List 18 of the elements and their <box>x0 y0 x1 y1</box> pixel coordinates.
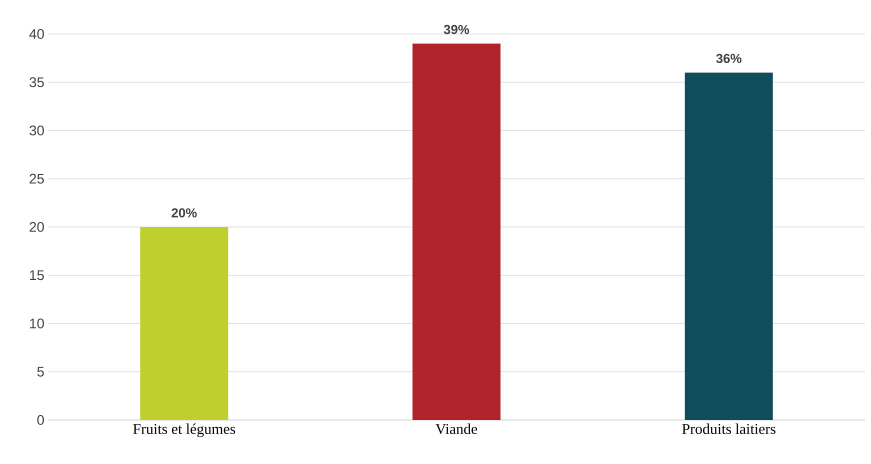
y-tick-label: 0 <box>37 415 44 425</box>
y-tick-label: 40 <box>29 29 44 39</box>
x-tick-label: Fruits et légumes <box>133 424 236 438</box>
data-label: 36% <box>716 54 742 64</box>
x-tick-label: Viande <box>436 424 478 434</box>
x-tick-label: Produits laitiers <box>682 424 776 434</box>
y-tick-label: 10 <box>30 318 44 328</box>
y-tick-label: 35 <box>30 77 44 88</box>
y-tick-label: 25 <box>30 174 44 184</box>
bar <box>684 72 773 420</box>
bar <box>140 226 228 420</box>
y-tick-label: 30 <box>30 126 44 136</box>
data-label: 20% <box>172 208 197 218</box>
y-tick-label: 5 <box>37 366 44 377</box>
y-tick-label: 15 <box>30 270 44 280</box>
data-label: 39% <box>444 24 470 34</box>
y-tick-label: 20 <box>30 222 44 232</box>
bar <box>412 44 501 420</box>
